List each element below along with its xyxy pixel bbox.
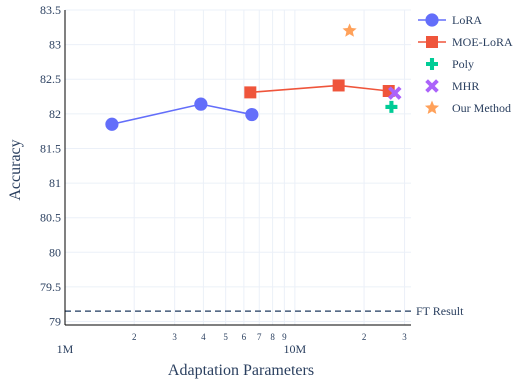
- x-tick-label-major: 10M: [284, 342, 307, 356]
- y-tick-label: 81: [49, 176, 61, 190]
- poly-point: [385, 100, 398, 113]
- grid: [64, 9, 411, 325]
- moe-lora-series-line: [250, 84, 389, 94]
- mhr-legend-marker: [425, 79, 439, 93]
- y-tick-label: 83.5: [40, 3, 61, 17]
- x-tick-label-minor: 7: [257, 332, 262, 342]
- poly-legend-marker: [426, 58, 438, 70]
- y-tick-label: 82: [49, 107, 61, 121]
- our-method-legend-marker: [424, 100, 440, 115]
- legend: LoRA MOE-LoRA Poly MHR Our Method: [418, 13, 513, 115]
- y-tick-label: 81.5: [40, 141, 61, 155]
- x-tick-label-minor: 6: [242, 332, 247, 342]
- x-tick-label-minor: 4: [201, 332, 206, 342]
- legend-label-poly: Poly: [452, 57, 474, 71]
- series-group: [105, 23, 402, 131]
- y-tick-label: 82.5: [40, 72, 61, 86]
- legend-label-our-method: Our Method: [452, 101, 511, 115]
- y-tick-label: 79.5: [40, 280, 61, 294]
- axes: [64, 10, 411, 326]
- x-axis-title: Adaptation Parameters: [168, 362, 314, 379]
- y-axis-title: Accuracy: [7, 139, 24, 200]
- lora-legend-marker: [425, 13, 439, 27]
- x-tick-label-major: 1M: [57, 342, 74, 356]
- legend-label-mhr: MHR: [452, 79, 479, 93]
- ft-result-label: FT Result: [416, 304, 464, 318]
- moe-lora-point: [244, 86, 257, 99]
- y-tick-label: 83: [49, 38, 61, 52]
- lora-point: [105, 117, 119, 131]
- y-tick-label: 79: [49, 315, 61, 329]
- lora-point: [194, 97, 208, 111]
- legend-label-moe-lora: MOE-LoRA: [452, 35, 513, 49]
- moe-lora-legend-marker: [426, 36, 438, 48]
- legend-label-lora: LoRA: [452, 13, 482, 27]
- y-tick-label: 80: [49, 245, 61, 259]
- our-method-point: [342, 23, 357, 37]
- x-tick-label-minor: 2: [132, 332, 137, 342]
- x-tick-label-minor: 5: [223, 332, 228, 342]
- moe-lora-point: [332, 79, 345, 92]
- y-tick-label: 80.5: [40, 211, 61, 225]
- x-tick-label-minor: 8: [270, 332, 275, 342]
- x-tick-label-minor: 2: [362, 332, 367, 342]
- lora-point: [245, 107, 259, 122]
- mhr-point: [388, 86, 402, 100]
- x-tick-label-minor: 9: [282, 332, 287, 342]
- x-tick-label-minor: 3: [172, 332, 177, 342]
- x-tick-label-minor: 3: [402, 332, 407, 342]
- reference-line-group: FT Result: [65, 304, 464, 318]
